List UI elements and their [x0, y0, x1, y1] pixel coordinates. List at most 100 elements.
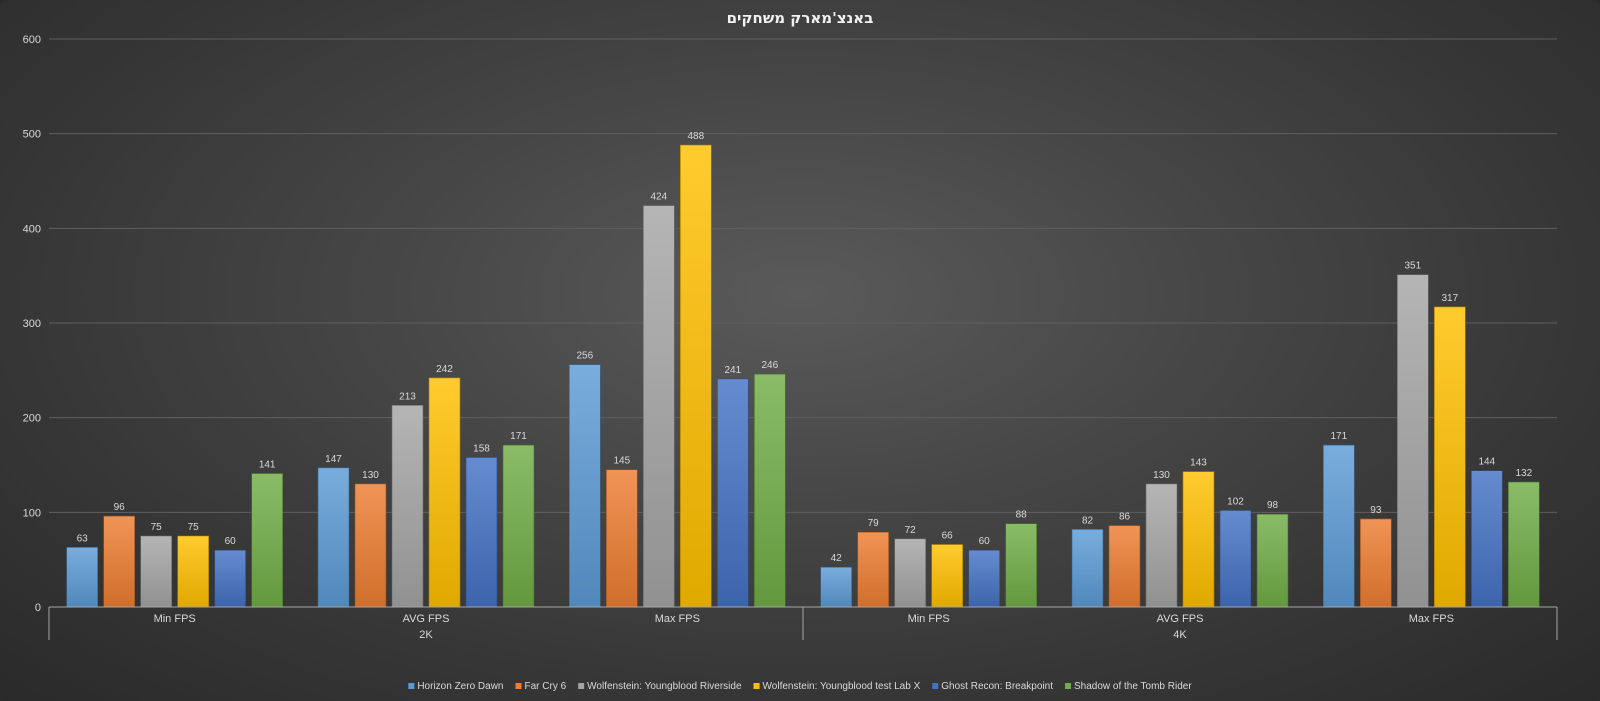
bar — [391, 405, 424, 608]
legend-label: Shadow of the Tomb Rider — [1074, 681, 1192, 692]
bar — [931, 544, 963, 608]
gridlines — [49, 38, 1557, 513]
x-axis: Min FPS AVG FPS Max FPS Min FPS AVG FPS Max F… — [48, 606, 1558, 641]
bar — [428, 377, 461, 608]
data-label: 145 — [613, 456, 630, 467]
bar — [1434, 306, 1466, 608]
data-label: 130 — [1153, 470, 1170, 481]
x-category-label: Max FPS — [655, 613, 700, 625]
x-group-label: 2K — [419, 629, 433, 641]
legend-label: Far Cry 6 — [524, 681, 566, 692]
bar — [820, 566, 852, 608]
data-label: 75 — [151, 522, 163, 533]
y-tick-label: 400 — [23, 223, 41, 235]
x-category-label: Min FPS — [908, 613, 950, 625]
legend-label: Horizon Zero Dawn — [417, 681, 503, 692]
bar — [1323, 444, 1355, 608]
y-tick-label: 500 — [23, 129, 41, 141]
y-axis: 0 100 200 300 400 500 600 — [23, 34, 41, 614]
legend-label: Ghost Recon: Breakpoint — [941, 681, 1053, 692]
data-label: 42 — [831, 553, 843, 564]
bar — [643, 205, 675, 608]
bar — [1471, 470, 1503, 608]
legend-item: Shadow of the Tomb Rider — [1064, 681, 1192, 692]
legend-label: Wolfenstein: Youngblood Riverside — [587, 681, 742, 692]
bar — [502, 444, 535, 608]
data-label: 93 — [1370, 505, 1382, 516]
x-category-label: Max FPS — [1409, 613, 1454, 625]
bar — [251, 473, 283, 608]
legend-swatch — [515, 683, 522, 689]
data-label: 246 — [761, 360, 778, 371]
x-group-label: 4K — [1173, 629, 1187, 641]
bar — [1397, 274, 1429, 608]
bar — [680, 144, 712, 608]
data-label: 98 — [1267, 500, 1279, 511]
data-label: 241 — [724, 365, 741, 376]
data-label: 141 — [259, 460, 276, 471]
legend-item: Ghost Recon: Breakpoint — [932, 681, 1053, 692]
bar — [1071, 529, 1104, 608]
bar — [140, 535, 172, 608]
bar — [968, 549, 1000, 608]
x-category-label: AVG FPS — [1157, 613, 1204, 625]
bar — [354, 483, 387, 608]
bar — [1256, 513, 1289, 608]
bar — [103, 515, 135, 608]
legend-label: Wolfenstein: Youngblood test Lab X — [763, 681, 921, 692]
bar — [66, 547, 98, 608]
legend-swatch — [753, 683, 760, 689]
data-label: 488 — [687, 131, 704, 142]
data-label: 351 — [1404, 261, 1421, 272]
data-label: 63 — [77, 533, 89, 544]
bar — [717, 378, 749, 608]
legend: Horizon Zero Dawn Far Cry 6 Wolfenstein: Y… — [408, 681, 1192, 692]
y-tick-label: 600 — [23, 34, 41, 46]
data-label: 147 — [325, 454, 342, 465]
data-label: 60 — [225, 536, 237, 547]
chart-title: באנצ'מארק משחקים — [727, 9, 874, 27]
data-label: 171 — [1330, 431, 1347, 442]
x-category-label: AVG FPS — [403, 613, 450, 625]
bar — [754, 373, 786, 608]
bars: 63 147 256 42 82 171 96 130 145 79 86 93 75 213 424 72 1… — [66, 131, 1540, 608]
data-label: 96 — [114, 502, 126, 513]
data-label: 72 — [905, 525, 917, 536]
bar — [1182, 471, 1215, 608]
bar — [894, 538, 926, 608]
data-label: 144 — [1478, 457, 1495, 468]
data-label: 256 — [576, 351, 593, 362]
data-label: 60 — [979, 536, 991, 547]
data-label: 75 — [188, 522, 200, 533]
data-label: 171 — [510, 431, 527, 442]
bar — [177, 535, 209, 608]
legend-item: Wolfenstein: Youngblood test Lab X — [753, 681, 921, 692]
y-tick-label: 100 — [23, 507, 41, 519]
legend-swatch — [932, 683, 939, 689]
legend-swatch — [408, 683, 415, 689]
data-label: 130 — [362, 470, 379, 481]
bar — [1508, 481, 1540, 608]
legend-item: Far Cry 6 — [515, 681, 567, 692]
bar — [465, 457, 498, 608]
bar — [857, 531, 889, 608]
bar — [317, 467, 350, 608]
legend-swatch — [578, 683, 585, 689]
data-label: 213 — [399, 391, 416, 402]
data-label: 88 — [1016, 510, 1028, 521]
y-tick-label: 200 — [23, 413, 41, 425]
data-label: 143 — [1190, 458, 1207, 469]
data-label: 86 — [1119, 512, 1131, 523]
bar — [1219, 510, 1252, 608]
y-tick-label: 0 — [35, 602, 41, 614]
x-category-label: Min FPS — [154, 613, 196, 625]
data-label: 158 — [473, 443, 490, 454]
data-label: 242 — [436, 364, 453, 375]
legend-item: Horizon Zero Dawn — [408, 681, 503, 692]
legend-item: Wolfenstein: Youngblood Riverside — [578, 681, 742, 692]
data-label: 66 — [942, 531, 954, 542]
y-tick-label: 300 — [23, 318, 41, 330]
data-label: 132 — [1515, 468, 1532, 479]
